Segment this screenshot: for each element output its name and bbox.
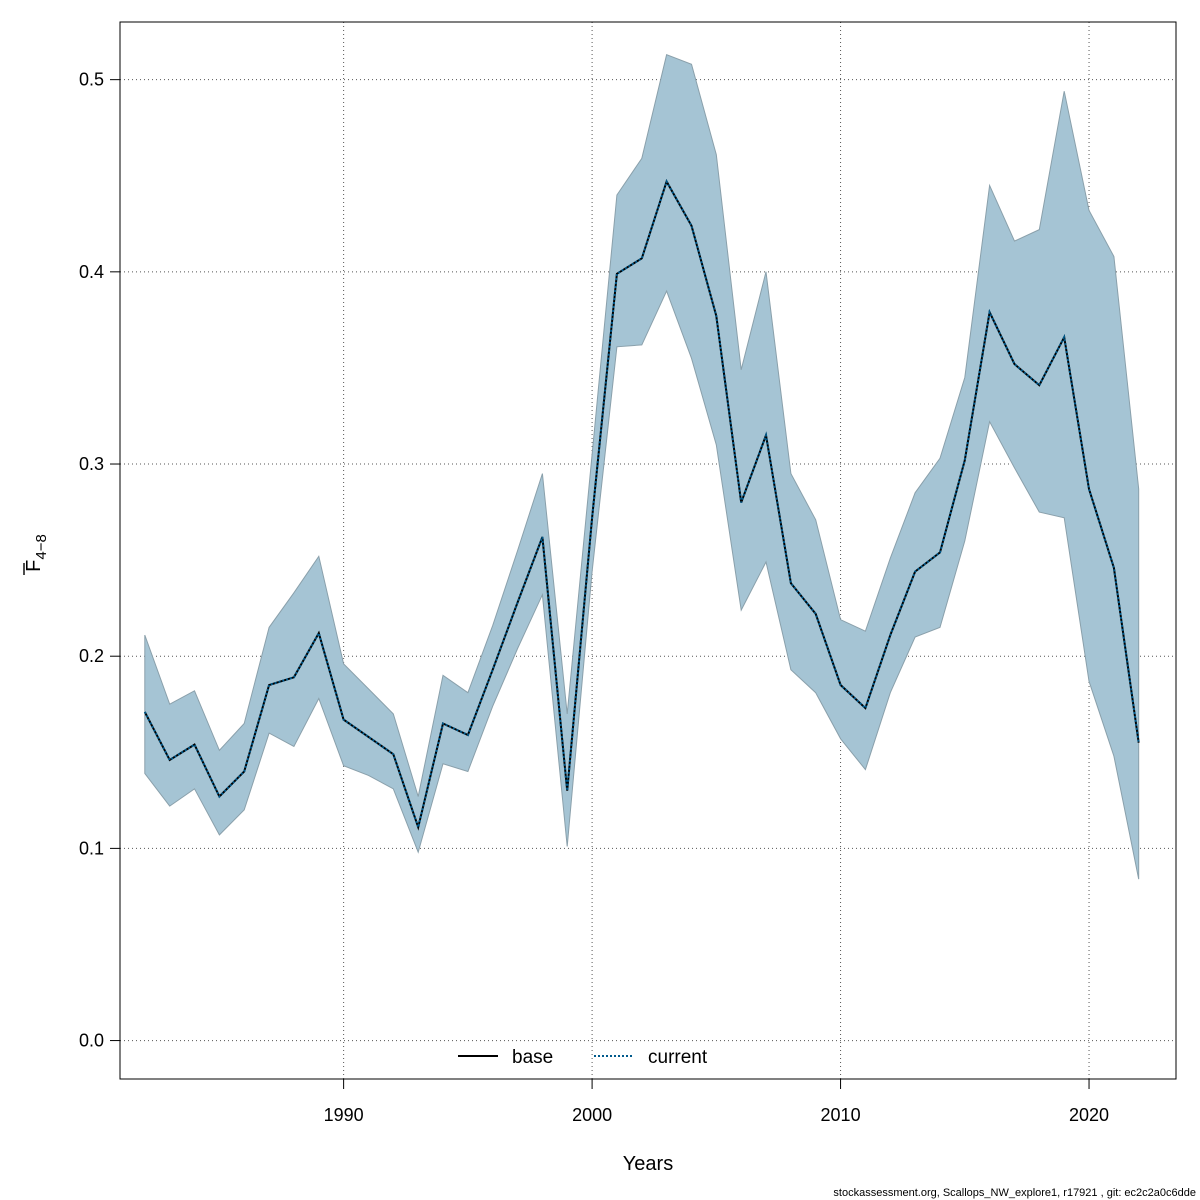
y-axis-title-main: F — [23, 560, 45, 572]
x-tick-label-2020: 2020 — [1069, 1105, 1109, 1125]
x-tick-label-2010: 2010 — [821, 1105, 861, 1125]
y-axis-title: F4−8 — [23, 534, 50, 575]
x-axis: 1990 2000 2010 2020 — [324, 1079, 1109, 1125]
legend: base current — [458, 1047, 708, 1068]
y-tick-label-0.0: 0.0 — [79, 1031, 104, 1051]
footer-note: stockassessment.org, Scallops_NW_explore… — [833, 1187, 1196, 1199]
series-lines — [143, 179, 1140, 831]
confidence-band — [144, 54, 1140, 880]
y-tick-label-0.1: 0.1 — [79, 838, 104, 858]
y-tick-label-0.3: 0.3 — [79, 454, 104, 474]
plot-border — [119, 21, 1177, 1080]
x-tick-label-1990: 1990 — [324, 1105, 364, 1125]
confidence-band-layer — [144, 54, 1140, 880]
y-tick-label-0.5: 0.5 — [79, 70, 104, 90]
legend-label-base: base — [512, 1047, 553, 1068]
y-tick-label-0.2: 0.2 — [79, 646, 104, 666]
y-tick-label-0.4: 0.4 — [79, 262, 104, 282]
x-tick-label-2000: 2000 — [572, 1105, 612, 1125]
svg-text:F4−8: F4−8 — [23, 534, 50, 572]
x-axis-title: Years — [623, 1153, 673, 1175]
y-axis-title-subscript: 4−8 — [33, 534, 50, 559]
series-line-current — [143, 179, 1140, 831]
legend-label-current: current — [648, 1047, 708, 1068]
y-axis: 0.0 0.1 0.2 0.3 0.4 0.5 — [79, 70, 120, 1051]
